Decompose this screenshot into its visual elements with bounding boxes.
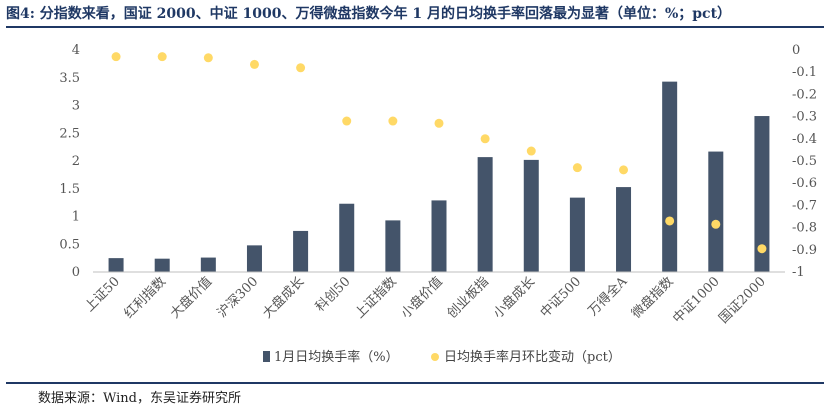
category-label: 大盘价值	[167, 274, 215, 322]
source-rule	[6, 382, 824, 384]
y-right-tick-label: -0.7	[792, 198, 817, 213]
chart-title: 图4: 分指数来看，国证 2000、中证 1000、万得微盘指数今年 1 月的日…	[6, 6, 732, 22]
dot	[388, 116, 398, 126]
bar-series	[108, 81, 770, 272]
category-label: 上证50	[82, 274, 123, 315]
dot	[342, 116, 352, 126]
dot-series	[111, 52, 767, 254]
dot	[480, 134, 490, 144]
dot	[111, 52, 121, 62]
category-label: 小盘价值	[398, 274, 446, 322]
dot	[203, 53, 213, 63]
bar	[108, 258, 124, 272]
bar	[246, 245, 262, 272]
bar	[569, 197, 585, 272]
legend-dot-label: 日均换手率月环比变动（pct）	[444, 349, 621, 365]
bar	[431, 200, 447, 272]
category-label: 中证500	[538, 274, 585, 321]
category-label: 科创50	[313, 274, 354, 315]
category-label: 沪深300	[214, 274, 261, 321]
dot	[665, 216, 675, 226]
legend: 1月日均换手率（%） 日均换手率月环比变动（pct）	[263, 349, 621, 365]
category-label: 创业板指	[445, 274, 492, 321]
category-label: 万得全A	[585, 273, 631, 319]
bar	[339, 203, 355, 272]
bar	[385, 220, 401, 272]
category-label: 国证2000	[716, 274, 768, 326]
legend-dot-swatch	[431, 353, 439, 361]
category-label: 微盘指数	[628, 274, 676, 322]
dot	[296, 63, 306, 73]
y-left-tick-label: 2.5	[59, 126, 80, 141]
dot	[434, 118, 444, 128]
y-left-ticks: 0 0.5 1 1.5 2 2.5 3 3.5 4	[59, 43, 80, 280]
y-left-tick-label: 0.5	[59, 237, 80, 252]
bar	[662, 81, 678, 272]
bar	[708, 151, 724, 272]
y-right-tick-label: -0.1	[792, 65, 817, 80]
category-label: 红利指数	[121, 274, 169, 322]
y-right-tick-label: -0.4	[792, 132, 817, 147]
dot	[572, 163, 582, 173]
y-right-tick-label: -0.5	[792, 154, 817, 169]
y-right-tick-label: -0.3	[792, 110, 817, 125]
y-right-tick-label: -0.6	[792, 176, 817, 191]
bar	[293, 230, 309, 272]
y-right-ticks: 0 -0.1 -0.2 -0.3 -0.4 -0.5 -0.6 -0.7 -0.8 -0.9 -1	[792, 43, 817, 280]
y-left-tick-label: 2	[72, 154, 80, 169]
bar	[154, 258, 170, 272]
category-label: 小盘成长	[490, 274, 538, 322]
y-right-tick-label: -1	[792, 265, 805, 280]
y-left-tick-label: 3.5	[59, 71, 80, 86]
bar	[477, 157, 493, 272]
y-right-tick-label: 0	[792, 43, 800, 58]
y-right-tick-label: -0.2	[792, 87, 817, 102]
dot	[757, 244, 767, 254]
dot	[249, 59, 259, 69]
y-left-tick-label: 4	[72, 43, 80, 58]
y-left-tick-label: 1	[72, 210, 80, 225]
source-note: 数据来源：Wind，东吴证券研究所	[38, 391, 241, 406]
dot	[526, 146, 536, 156]
legend-bar-swatch	[263, 351, 270, 362]
dot	[157, 52, 167, 62]
y-right-tick-label: -0.8	[792, 221, 817, 236]
bar	[616, 187, 632, 272]
title-rule	[6, 26, 824, 28]
category-label: 大盘成长	[259, 274, 307, 322]
dot	[711, 219, 721, 229]
y-right-tick-label: -0.9	[792, 243, 817, 258]
bar	[754, 116, 770, 272]
bar	[200, 257, 216, 272]
legend-bar-label: 1月日均换手率（%）	[274, 349, 399, 365]
y-left-tick-label: 1.5	[59, 182, 80, 197]
category-label: 上证指数	[352, 274, 399, 321]
dot	[619, 165, 629, 175]
y-left-tick-label: 0	[72, 265, 80, 280]
chart-svg: 0 0.5 1 1.5 2 2.5 3 3.5 4 0 -0.1 -0.2 -0.3 -0.4 -0.5 -…	[59, 43, 817, 365]
bar	[523, 159, 539, 272]
y-left-tick-label: 3	[72, 99, 80, 114]
category-label: 中证1000	[670, 274, 722, 326]
